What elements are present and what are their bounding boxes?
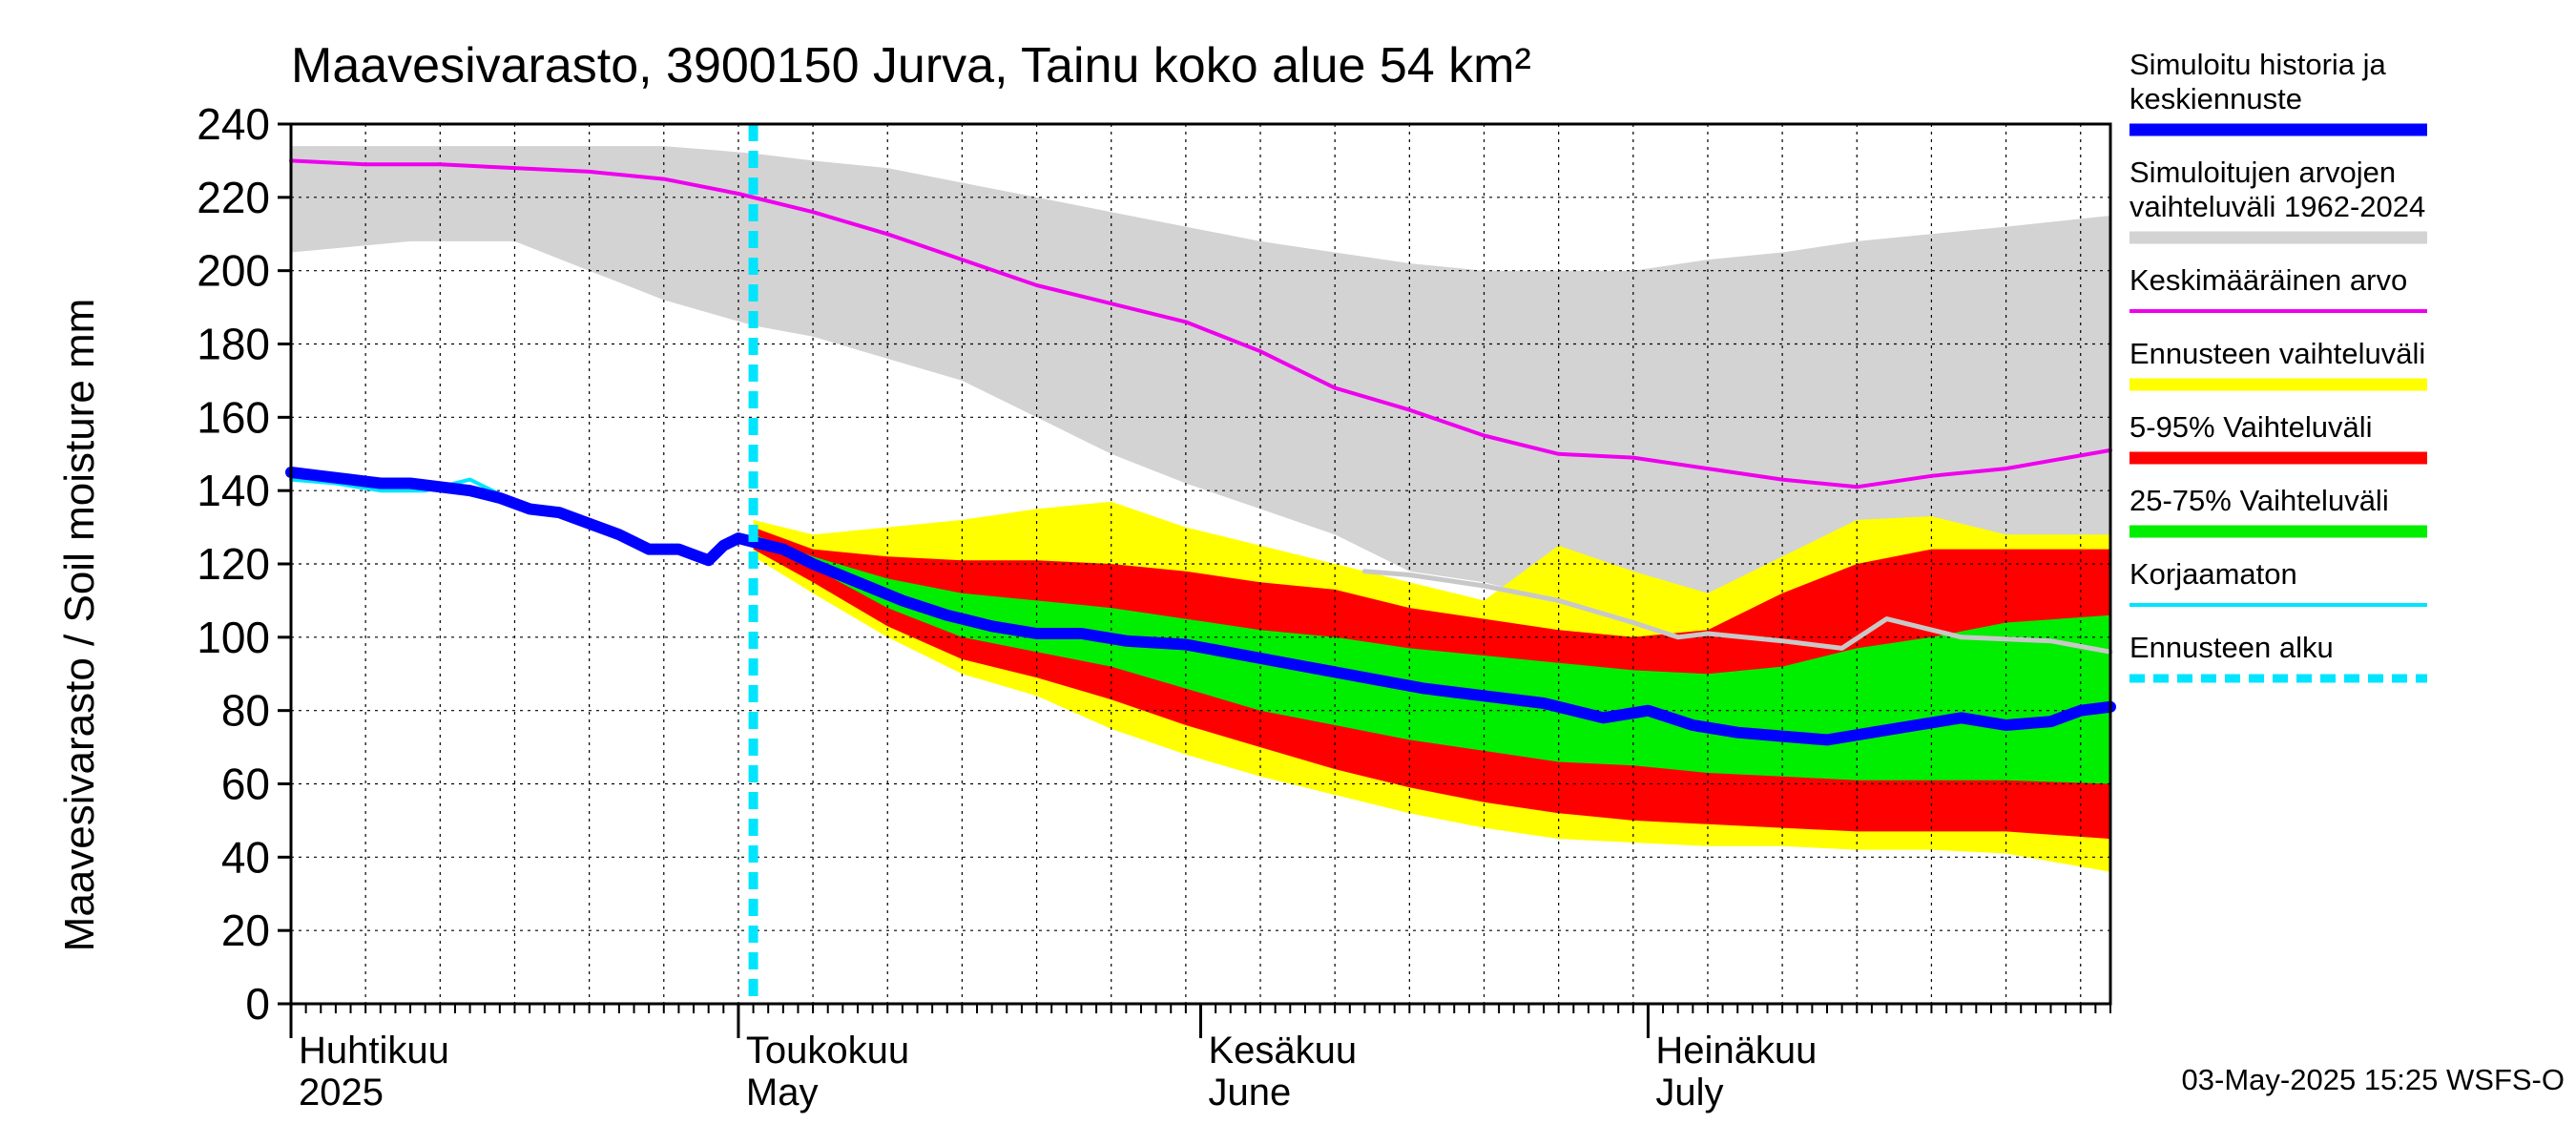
legend-label-1: Simuloitu historia ja keskiennuste (2129, 48, 2387, 115)
month-label-fi: Kesäkuu (1209, 1030, 1358, 1072)
y-tick-label: 220 (197, 173, 270, 222)
y-tick-label: 20 (221, 906, 270, 955)
timestamp: 03-May-2025 15:25 WSFS-O (2182, 1063, 2565, 1096)
y-tick-label: 120 (197, 539, 270, 589)
axes-layer: 0 20 40 60 80 100 120 140 160 180 200 220 240 Huhtiku… (197, 99, 2112, 1114)
y-tick-label: 40 (221, 832, 270, 882)
y-tick-label: 180 (197, 320, 270, 369)
y-axis-label: Maavesivarasto / Soil moisture mm (56, 299, 103, 952)
series-line-2 (1361, 569, 2113, 655)
legend: Simuloitu historia ja keskiennuste Simuloi… (2129, 48, 2427, 683)
month-label-en: July (1655, 1072, 1723, 1114)
legend-label-3: Keskimääräinen arvo (2129, 263, 2407, 297)
series-line-4 (285, 467, 2116, 746)
y-tick-label: 140 (197, 466, 270, 515)
y-tick-label: 0 (245, 979, 270, 1029)
y-tick-label: 240 (197, 99, 270, 149)
y-tick-label: 80 (221, 686, 270, 736)
band-4 (753, 534, 2110, 784)
legend-label-6: 25-75% Vaihteluväli (2129, 484, 2389, 517)
y-tick-label: 200 (197, 246, 270, 296)
grid-layer (291, 124, 2110, 1004)
chart-title: Maavesivarasto, 3900150 Jurva, Tainu kok… (291, 38, 1531, 94)
band-1 (291, 146, 2110, 627)
month-label-fi: Toukokuu (746, 1030, 909, 1072)
y-tick-label: 160 (197, 392, 270, 442)
y-tick-label: 100 (197, 613, 270, 662)
legend-label-5: 5-95% Vaihteluväli (2129, 410, 2372, 444)
month-label-en: June (1209, 1072, 1292, 1114)
month-label-en: May (746, 1072, 819, 1114)
series-line-1 (289, 158, 2112, 489)
month-label-fi: Heinäkuu (1655, 1030, 1817, 1072)
legend-label-8: Ennusteen alku (2129, 631, 2334, 664)
lines-layer (285, 124, 2116, 1004)
month-label-fi: Huhtikuu (299, 1030, 449, 1072)
legend-label-7: Korjaamaton (2129, 557, 2297, 591)
legend-label-2: Simuloitujen arvojen vaihteluväli 1962-20… (2129, 156, 2425, 223)
legend-label-4: Ennusteen vaihteluväli (2129, 337, 2425, 370)
y-tick-label: 60 (221, 760, 270, 809)
month-label-en: 2025 (299, 1072, 384, 1114)
